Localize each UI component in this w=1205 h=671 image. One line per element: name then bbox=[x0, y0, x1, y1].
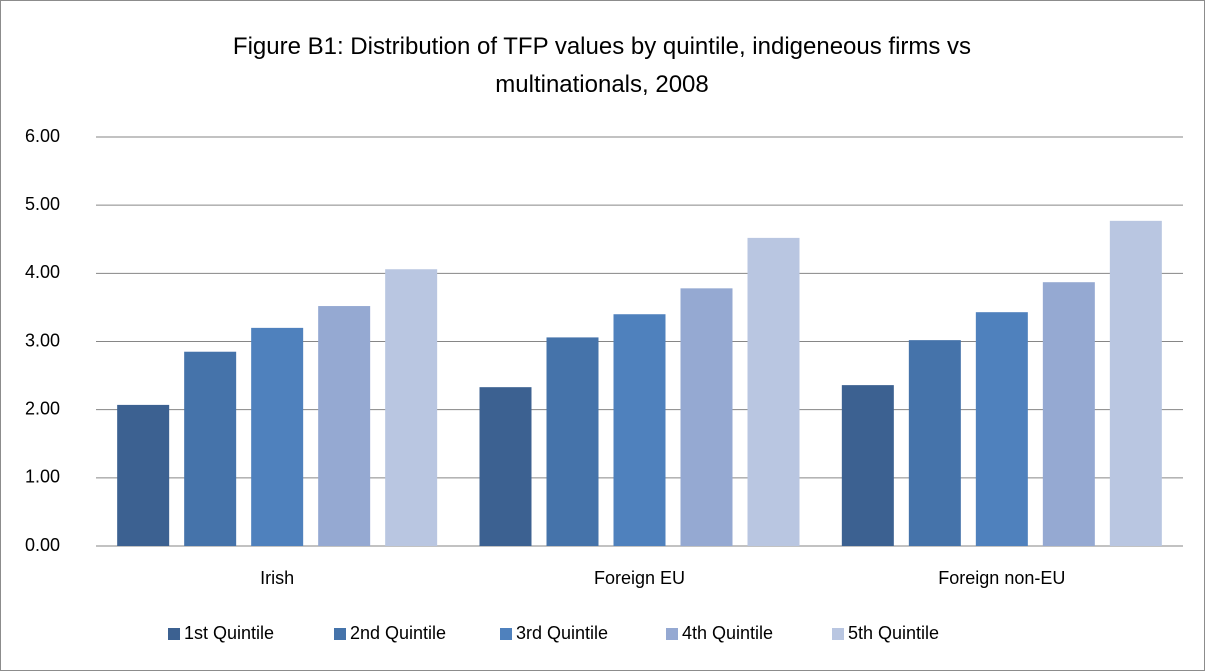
bar bbox=[117, 404, 170, 546]
legend-label: 2nd Quintile bbox=[350, 623, 446, 643]
bar bbox=[385, 269, 438, 546]
y-tick-label: 1.00 bbox=[25, 467, 60, 487]
y-tick-label: 6.00 bbox=[25, 126, 60, 146]
y-tick-label: 4.00 bbox=[25, 262, 60, 282]
bar bbox=[841, 385, 894, 546]
y-tick-label: 0.00 bbox=[25, 535, 60, 555]
bar bbox=[975, 312, 1028, 546]
legend-label: 5th Quintile bbox=[848, 623, 939, 643]
legend-label: 3rd Quintile bbox=[516, 623, 608, 643]
bar bbox=[318, 306, 371, 546]
bar bbox=[908, 340, 961, 546]
legend-swatch bbox=[666, 628, 678, 640]
bar bbox=[546, 337, 599, 546]
y-tick-label: 3.00 bbox=[25, 330, 60, 350]
x-tick-label: Foreign non-EU bbox=[938, 568, 1065, 588]
x-tick-label: Foreign EU bbox=[594, 568, 685, 588]
legend-swatch bbox=[500, 628, 512, 640]
bar bbox=[747, 237, 800, 547]
legend-label: 1st Quintile bbox=[184, 623, 274, 643]
y-tick-label: 2.00 bbox=[25, 398, 60, 418]
legend-swatch bbox=[832, 628, 844, 640]
bar bbox=[1042, 282, 1095, 546]
bar bbox=[680, 288, 733, 546]
bar bbox=[479, 387, 532, 546]
bar bbox=[613, 314, 666, 546]
x-tick-label: Irish bbox=[260, 568, 294, 588]
bar bbox=[184, 351, 237, 546]
bar bbox=[251, 327, 304, 546]
legend-swatch bbox=[168, 628, 180, 640]
bar bbox=[1109, 220, 1162, 546]
legend-label: 4th Quintile bbox=[682, 623, 773, 643]
y-tick-label: 5.00 bbox=[25, 194, 60, 214]
chart-title: Figure B1: Distribution of TFP values by… bbox=[232, 33, 972, 98]
legend-swatch bbox=[334, 628, 346, 640]
